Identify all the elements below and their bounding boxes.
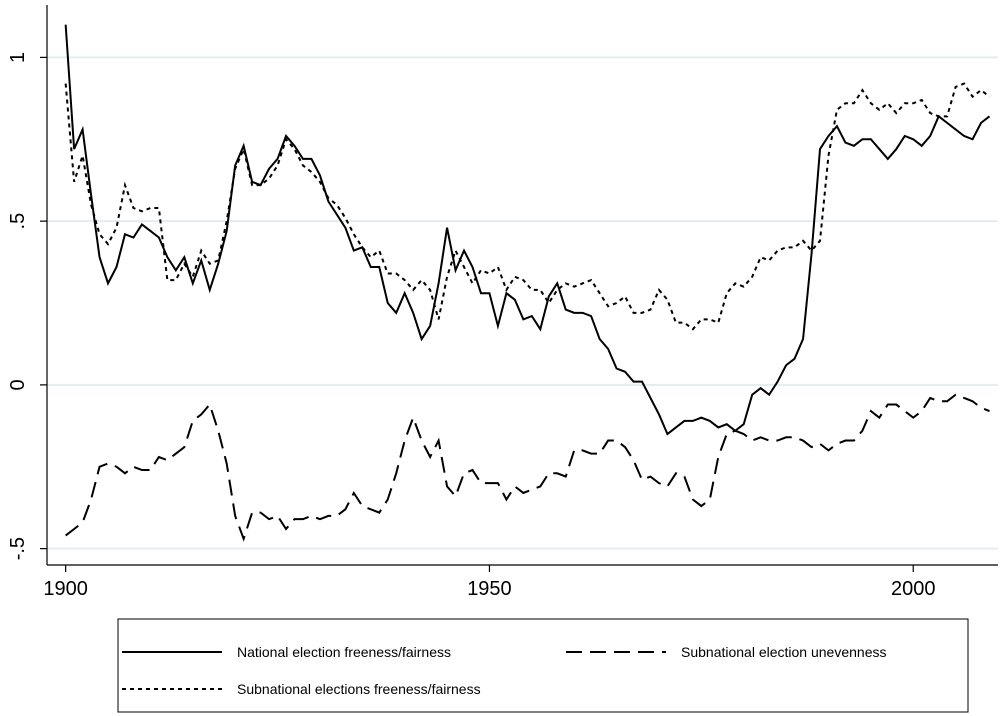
x-tick-label: 2000: [891, 578, 936, 600]
y-tick-label: 0: [7, 379, 29, 390]
legend-label: Subnational election unevenness: [681, 644, 887, 660]
y-tick-label: -.5: [7, 537, 29, 560]
series-line: [64, 82, 991, 331]
y-tick-label: .5: [7, 213, 29, 230]
legend-box: [117, 618, 969, 713]
series-line: [64, 24, 991, 436]
y-tick-label: 1: [7, 52, 29, 63]
x-tick-label: 1900: [43, 578, 88, 600]
x-tick-label: 1950: [467, 578, 512, 600]
series-line: [65, 393, 990, 542]
legend-label: National election freeness/fairness: [237, 644, 451, 660]
legend-label: Subnational elections freeness/fairness: [237, 681, 481, 697]
legend: National election freeness/fairness Subna…: [117, 618, 969, 713]
